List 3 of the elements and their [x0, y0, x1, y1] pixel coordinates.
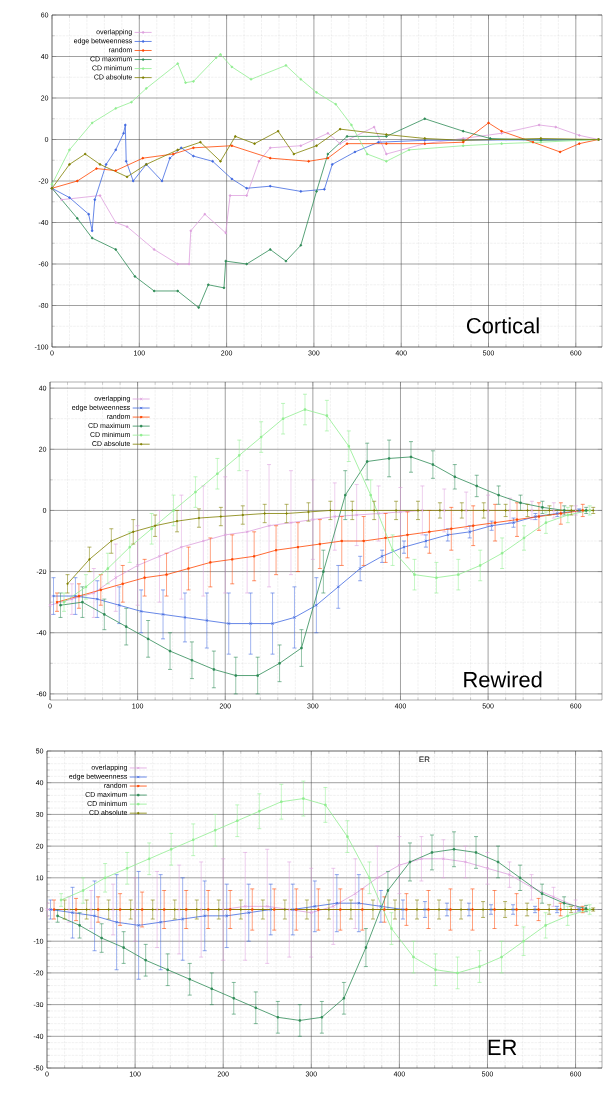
annotation: Rewired	[464, 671, 542, 688]
annotation: Cortical	[466, 317, 539, 334]
annotation: ER	[488, 1039, 517, 1055]
